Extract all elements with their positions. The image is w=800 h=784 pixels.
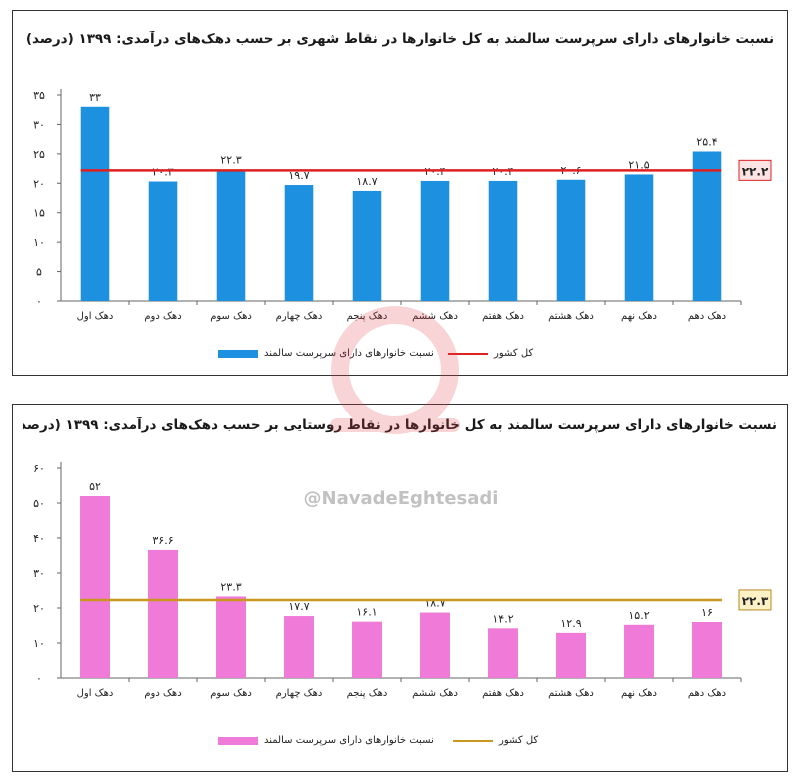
urban-legend-bars-swatch <box>218 349 258 358</box>
rural-legend-line: کل کشور <box>453 735 538 746</box>
rural-bar <box>284 616 314 678</box>
urban-bar <box>284 185 314 301</box>
urban-data-label: ۲۱.۵ <box>628 158 649 171</box>
urban-category-label: دهک هشتم <box>548 311 594 322</box>
urban-category-label: دهک اول <box>77 311 114 322</box>
urban-data-label: ۲۲.۳ <box>220 154 241 167</box>
rural-bar <box>420 612 450 678</box>
urban-bar <box>556 179 586 301</box>
rural-reference-label-box <box>738 589 772 611</box>
rural-category-label: دهک دهم <box>688 688 726 699</box>
rural-data-label: ۱۸.۷ <box>424 597 445 610</box>
rural-legend-line-label: کل کشور <box>499 735 539 746</box>
rural-category-label: دهک سوم <box>210 688 252 699</box>
rural-ytick-label: ۳۰ <box>33 567 45 580</box>
rural-category-label: دهک پنجم <box>347 688 388 699</box>
rural-data-label: ۳۶.۶ <box>152 534 173 547</box>
urban-reference-label-box <box>738 159 772 181</box>
urban-chart-plot: ۰ ۵ ۱۰ ۱۵ ۲۰ ۲۵ ۳۰ ۳۵ ۳۳ دهک اول ۲۰.۳ دهک دوم ۲۲.۳ ده… <box>33 89 772 322</box>
urban-bar <box>216 169 246 301</box>
urban-data-label: ۱۹.۷ <box>288 169 309 182</box>
rural-bar <box>80 496 110 678</box>
rural-ytick-label: ۲۰ <box>33 602 45 615</box>
rural-ytick-label: ۶۰ <box>33 462 45 475</box>
rural-chart-panel: نسبت خانوارهای دارای سرپرست سالمند به کل… <box>12 404 788 772</box>
rural-bar <box>352 621 382 678</box>
rural-ytick-label: ۰ <box>36 672 42 685</box>
rural-data-label: ۱۵.۲ <box>628 609 649 622</box>
urban-bar <box>420 180 450 301</box>
rural-chart-title: نسبت خانوارهای دارای سرپرست سالمند به کل… <box>23 417 777 433</box>
rural-bar <box>692 622 722 678</box>
rural-category-label: دهک نهم <box>621 688 657 699</box>
rural-category-label: دهک دوم <box>144 688 181 699</box>
urban-legend-bars: نسبت خانوارهای دارای سرپرست سالمند <box>218 348 434 359</box>
urban-legend-line-label: کل کشور <box>494 348 534 359</box>
urban-category-label: دهک دهم <box>688 311 726 322</box>
urban-category-label: دهک چهارم <box>276 311 323 322</box>
urban-category-label: دهک دوم <box>144 311 181 322</box>
rural-legend-bars-swatch <box>218 736 258 745</box>
urban-data-label: ۳۳ <box>89 91 101 104</box>
rural-category-label: دهک ششم <box>412 688 458 699</box>
rural-legend-bars-label: نسبت خانوارهای دارای سرپرست سالمند <box>264 735 434 746</box>
urban-category-label: دهک سوم <box>210 311 252 322</box>
rural-legend-line-swatch <box>453 739 493 742</box>
rural-bar <box>556 632 586 678</box>
urban-bar <box>488 180 518 301</box>
urban-bar <box>148 181 178 301</box>
urban-category-label: دهک ششم <box>412 311 458 322</box>
urban-reference-label: ۲۲.۲ <box>742 164 769 178</box>
rural-category-label: دهک هفتم <box>482 688 524 699</box>
rural-data-label: ۱۶.۱ <box>356 606 377 619</box>
urban-category-label: دهک پنجم <box>347 311 388 322</box>
rural-ytick-label: ۴۰ <box>33 532 45 545</box>
rural-category-label: دهک هشتم <box>548 688 594 699</box>
rural-data-label: ۲۳.۳ <box>220 580 241 593</box>
watermark-handle: @NavadeEghtesadi <box>303 488 499 509</box>
urban-bar <box>352 190 382 301</box>
rural-bar <box>148 549 178 678</box>
urban-ytick-label: ۲۰ <box>33 177 45 190</box>
rural-chart-plot: ۰ ۱۰ ۲۰ ۳۰ ۴۰ ۵۰ ۶۰ ۵۲ دهک اول ۳۶.۶ دهک دوم ۲۳.۳ دهک… <box>33 462 772 699</box>
rural-bar <box>624 624 654 678</box>
rural-data-label: ۵۲ <box>89 480 101 493</box>
rural-category-label: دهک چهارم <box>276 688 323 699</box>
urban-legend-line: کل کشور <box>448 348 533 359</box>
rural-ytick-label: ۱۰ <box>33 637 45 650</box>
urban-ytick-label: ۰ <box>36 295 42 308</box>
urban-bar <box>624 174 654 301</box>
urban-category-label: دهک هفتم <box>482 311 524 322</box>
urban-ytick-label: ۱۰ <box>33 236 45 249</box>
rural-reference-label: ۲۲.۳ <box>742 594 769 608</box>
urban-chart-panel: نسبت خانوارهای دارای سرپرست سالمند به کل… <box>12 10 788 376</box>
rural-data-label: ۱۴.۲ <box>492 612 513 625</box>
urban-data-label: ۲۵.۴ <box>696 136 717 149</box>
rural-category-label: دهک اول <box>77 688 114 699</box>
urban-legend-bars-label: نسبت خانوارهای دارای سرپرست سالمند <box>264 348 434 359</box>
urban-chart-title: نسبت خانوارهای دارای سرپرست سالمند به کل… <box>25 31 775 47</box>
urban-bar <box>692 151 722 301</box>
urban-data-label: ۱۸.۷ <box>356 175 377 188</box>
urban-ytick-label: ۳۰ <box>33 118 45 131</box>
urban-ytick-label: ۳۵ <box>33 89 45 102</box>
rural-bar <box>216 596 246 678</box>
rural-data-label: ۱۶ <box>701 606 713 619</box>
rural-data-label: ۱۷.۷ <box>288 600 309 613</box>
urban-ytick-label: ۲۵ <box>33 148 45 161</box>
rural-ytick-label: ۵۰ <box>33 497 45 510</box>
rural-legend-bars: نسبت خانوارهای دارای سرپرست سالمند <box>218 735 434 746</box>
urban-category-label: دهک نهم <box>621 311 657 322</box>
urban-data-label: ۲۰.۳ <box>152 166 173 179</box>
urban-ytick-label: ۵ <box>36 266 42 279</box>
rural-bar <box>488 628 518 678</box>
urban-bar <box>80 106 110 302</box>
urban-legend-line-swatch <box>448 352 488 355</box>
rural-data-label: ۱۲.۹ <box>560 617 581 630</box>
urban-ytick-label: ۱۵ <box>33 207 45 220</box>
